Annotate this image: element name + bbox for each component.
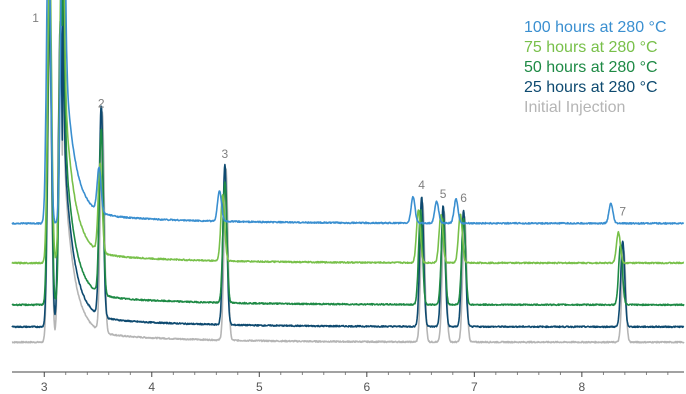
- legend-item-75-hours: 75 hours at 280 °C: [524, 39, 658, 56]
- peak-label-7: 7: [619, 204, 626, 218]
- x-tick-label-7: 7: [471, 380, 478, 394]
- peak-label-5: 5: [440, 187, 447, 201]
- chart-legend: 100 hours at 280 °C 75 hours at 280 °C 5…: [524, 18, 686, 118]
- peak-label-2: 2: [98, 97, 105, 111]
- x-tick-group: 3 4 5 6 7 8: [41, 372, 669, 394]
- peak-label-3: 3: [222, 147, 229, 161]
- legend-item-initial-injection: Initial Injection: [524, 99, 626, 116]
- peak-label-group: 1 2 3 4 5 6 7: [32, 11, 626, 218]
- x-tick-label-6: 6: [363, 380, 370, 394]
- peak-label-1: 1: [32, 11, 39, 25]
- x-tick-label-4: 4: [148, 380, 155, 394]
- legend-item-25-hours: 25 hours at 280 °C: [524, 79, 658, 96]
- x-tick-label-8: 8: [579, 380, 586, 394]
- series-line-4: [11, 0, 685, 344]
- peak-label-4: 4: [418, 178, 425, 192]
- series-line-0: [11, 0, 685, 225]
- series-group: [11, 0, 685, 344]
- legend-item-100-hours: 100 hours at 280 °C: [524, 19, 667, 36]
- series-line-3: [11, 0, 685, 329]
- peak-label-6: 6: [460, 191, 467, 205]
- x-tick-label-5: 5: [256, 380, 263, 394]
- x-tick-label-3: 3: [41, 380, 48, 394]
- series-line-2: [11, 0, 685, 307]
- legend-item-50-hours: 50 hours at 280 °C: [524, 59, 658, 76]
- series-line-1: [11, 0, 685, 265]
